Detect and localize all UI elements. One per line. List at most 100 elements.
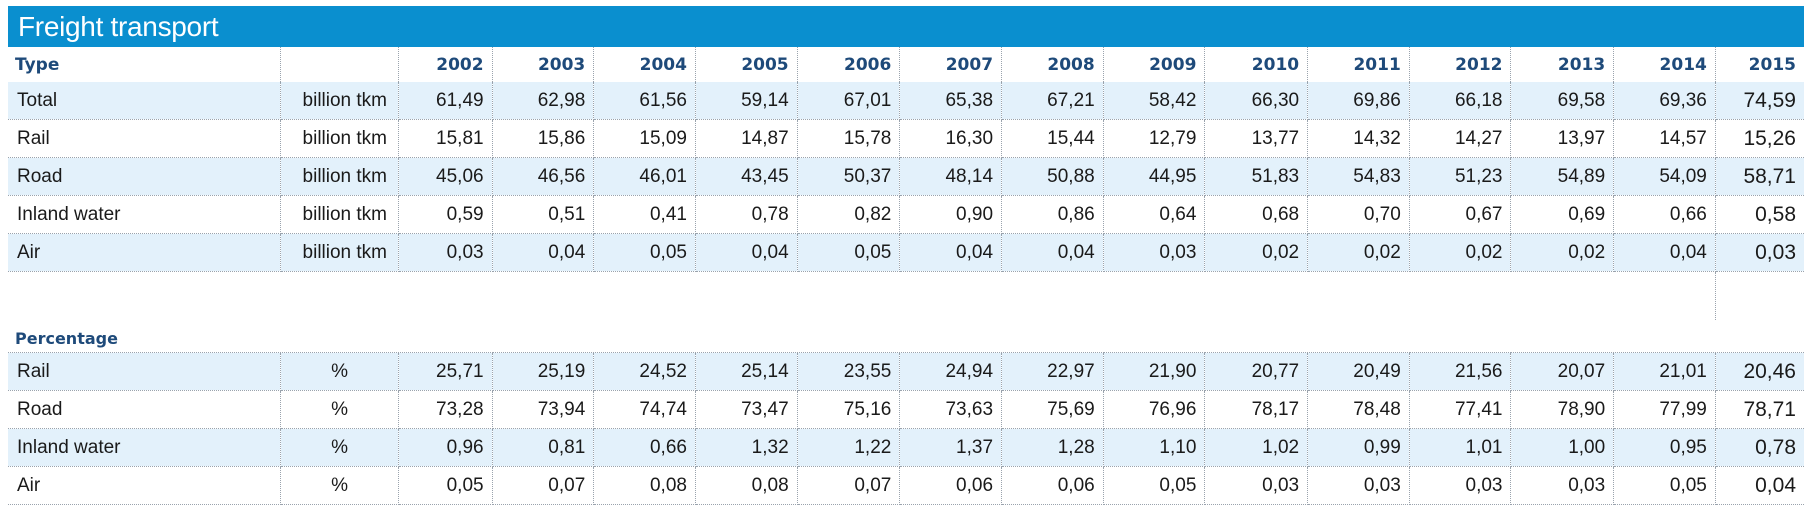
value-cell: 25,71 bbox=[398, 352, 493, 391]
value-cell: 21,56 bbox=[1409, 352, 1512, 391]
value-cell: 58,71 bbox=[1715, 157, 1804, 196]
table-row: Air% 0,05 0,07 0,08 0,08 0,07 0,06 0,06 0,05 0,03… bbox=[8, 466, 1804, 505]
table-row: Rail billion tkm 15,81 15,86 15,09 14,87 15,78… bbox=[8, 119, 1804, 158]
absolute-row-label: Rail bbox=[8, 119, 282, 158]
year-header-2007: 2007 bbox=[899, 47, 1003, 82]
absolute-row-label: Air bbox=[8, 233, 282, 272]
year-header-2013: 2013 bbox=[1510, 47, 1615, 82]
value-cell: 24,52 bbox=[593, 352, 696, 391]
value-cell: 66,18 bbox=[1409, 82, 1512, 120]
value-cell: 50,88 bbox=[1001, 157, 1104, 196]
freight-table: Type 2002 2003 2004 2005 2006 2007 2008 2009 201… bbox=[8, 47, 1804, 505]
value-cell: 51,83 bbox=[1204, 157, 1309, 196]
percentage-row-label: Road bbox=[8, 390, 282, 429]
table-row: Road billion tkm 45,06 46,56 46,01 43,45 50,37… bbox=[8, 157, 1804, 196]
value-cell: 0,05 bbox=[1103, 466, 1206, 505]
value-cell: 1,00 bbox=[1510, 428, 1615, 467]
value-cell: 12,79 bbox=[1103, 119, 1206, 158]
value-cell: 0,05 bbox=[1613, 466, 1716, 505]
absolute-row-label: Inland water bbox=[8, 195, 282, 234]
value-cell: 0,07 bbox=[797, 466, 901, 505]
value-cell: 1,37 bbox=[899, 428, 1003, 467]
value-cell: 20,46 bbox=[1715, 352, 1804, 391]
value-cell: 25,19 bbox=[492, 352, 595, 391]
value-cell: 24,94 bbox=[899, 352, 1003, 391]
table-row: Air billion tkm 0,03 0,04 0,05 0,04 0,05 0,04 0,… bbox=[8, 233, 1804, 272]
year-header-2015: 2015 bbox=[1748, 54, 1796, 75]
value-cell: 48,14 bbox=[899, 157, 1003, 196]
unit-cell: billion tkm bbox=[280, 195, 400, 234]
unit-cell: billion tkm bbox=[280, 119, 400, 158]
value-cell: 14,87 bbox=[695, 119, 798, 158]
value-cell: 0,66 bbox=[593, 428, 696, 467]
value-cell: 15,78 bbox=[797, 119, 901, 158]
value-cell: 0,04 bbox=[899, 233, 1003, 272]
value-cell: 77,41 bbox=[1409, 390, 1512, 429]
year-header-2004: 2004 bbox=[593, 47, 696, 82]
value-cell: 0,03 bbox=[1307, 466, 1410, 505]
value-cell: 13,97 bbox=[1510, 119, 1615, 158]
value-cell: 0,02 bbox=[1510, 233, 1615, 272]
year-header-2012: 2012 bbox=[1409, 47, 1512, 82]
value-cell: 0,06 bbox=[899, 466, 1003, 505]
value-cell: 69,86 bbox=[1307, 82, 1410, 120]
value-cell: 58,42 bbox=[1103, 82, 1206, 120]
value-cell: 67,21 bbox=[1001, 82, 1104, 120]
value-cell: 1,32 bbox=[695, 428, 798, 467]
value-cell: 14,32 bbox=[1307, 119, 1410, 158]
unit-cell: billion tkm bbox=[280, 157, 400, 196]
value-cell: 15,81 bbox=[398, 119, 493, 158]
unit-cell: billion tkm bbox=[280, 82, 400, 120]
value-cell: 0,67 bbox=[1409, 195, 1512, 234]
unit-header bbox=[280, 47, 400, 82]
value-cell: 15,09 bbox=[593, 119, 696, 158]
value-cell: 75,16 bbox=[797, 390, 901, 429]
value-cell: 0,05 bbox=[398, 466, 493, 505]
table-row: Inland water% 0,96 0,81 0,66 1,32 1,22 1,37 1,2… bbox=[8, 428, 1804, 467]
value-cell: 0,68 bbox=[1204, 195, 1309, 234]
table-row: Rail% 25,71 25,19 24,52 25,14 23,55 24,94 22,97… bbox=[8, 352, 1804, 391]
year-header-2011: 2011 bbox=[1307, 47, 1410, 82]
value-cell: 21,90 bbox=[1103, 352, 1206, 391]
value-cell: 0,08 bbox=[593, 466, 696, 505]
value-cell: 78,48 bbox=[1307, 390, 1410, 429]
title-bar: Freight transport bbox=[8, 6, 1804, 47]
value-cell: 61,56 bbox=[593, 82, 696, 120]
unit-cell: billion tkm bbox=[280, 233, 400, 272]
value-cell: 0,59 bbox=[398, 195, 493, 234]
value-cell: 46,01 bbox=[593, 157, 696, 196]
value-cell: 0,86 bbox=[1001, 195, 1104, 234]
value-cell: 0,03 bbox=[1204, 466, 1309, 505]
section-spacer bbox=[8, 271, 1804, 320]
value-cell: 0,81 bbox=[492, 428, 595, 467]
value-cell: 67,01 bbox=[797, 82, 901, 120]
value-cell: 74,74 bbox=[593, 390, 696, 429]
type-header: Type bbox=[8, 47, 282, 82]
value-cell: 0,04 bbox=[1001, 233, 1104, 272]
value-cell: 0,82 bbox=[797, 195, 901, 234]
value-cell: 54,89 bbox=[1510, 157, 1615, 196]
value-cell: 62,98 bbox=[492, 82, 595, 120]
table-row: Road% 73,28 73,94 74,74 73,47 75,16 73,63 75,69… bbox=[8, 390, 1804, 429]
value-cell: 43,45 bbox=[695, 157, 798, 196]
value-cell: 0,04 bbox=[695, 233, 798, 272]
value-cell: 0,90 bbox=[899, 195, 1003, 234]
value-cell: 75,69 bbox=[1001, 390, 1104, 429]
value-cell: 14,27 bbox=[1409, 119, 1512, 158]
value-cell: 0,06 bbox=[1001, 466, 1104, 505]
value-cell: 50,37 bbox=[797, 157, 901, 196]
year-header-2010: 2010 bbox=[1204, 47, 1309, 82]
value-cell: 1,10 bbox=[1103, 428, 1206, 467]
value-cell: 78,90 bbox=[1510, 390, 1615, 429]
value-cell: 73,63 bbox=[899, 390, 1003, 429]
value-cell: 22,97 bbox=[1001, 352, 1104, 391]
table-row: Total billion tkm 61,49 62,98 61,56 59,14 67,0… bbox=[8, 82, 1804, 120]
value-cell: 0,64 bbox=[1103, 195, 1206, 234]
value-cell: 15,86 bbox=[492, 119, 595, 158]
value-cell: 0,69 bbox=[1510, 195, 1615, 234]
value-cell: 0,04 bbox=[492, 233, 595, 272]
value-cell: 0,58 bbox=[1715, 195, 1804, 234]
value-cell: 0,04 bbox=[1715, 466, 1804, 505]
value-cell: 21,01 bbox=[1613, 352, 1716, 391]
value-cell: 76,96 bbox=[1103, 390, 1206, 429]
